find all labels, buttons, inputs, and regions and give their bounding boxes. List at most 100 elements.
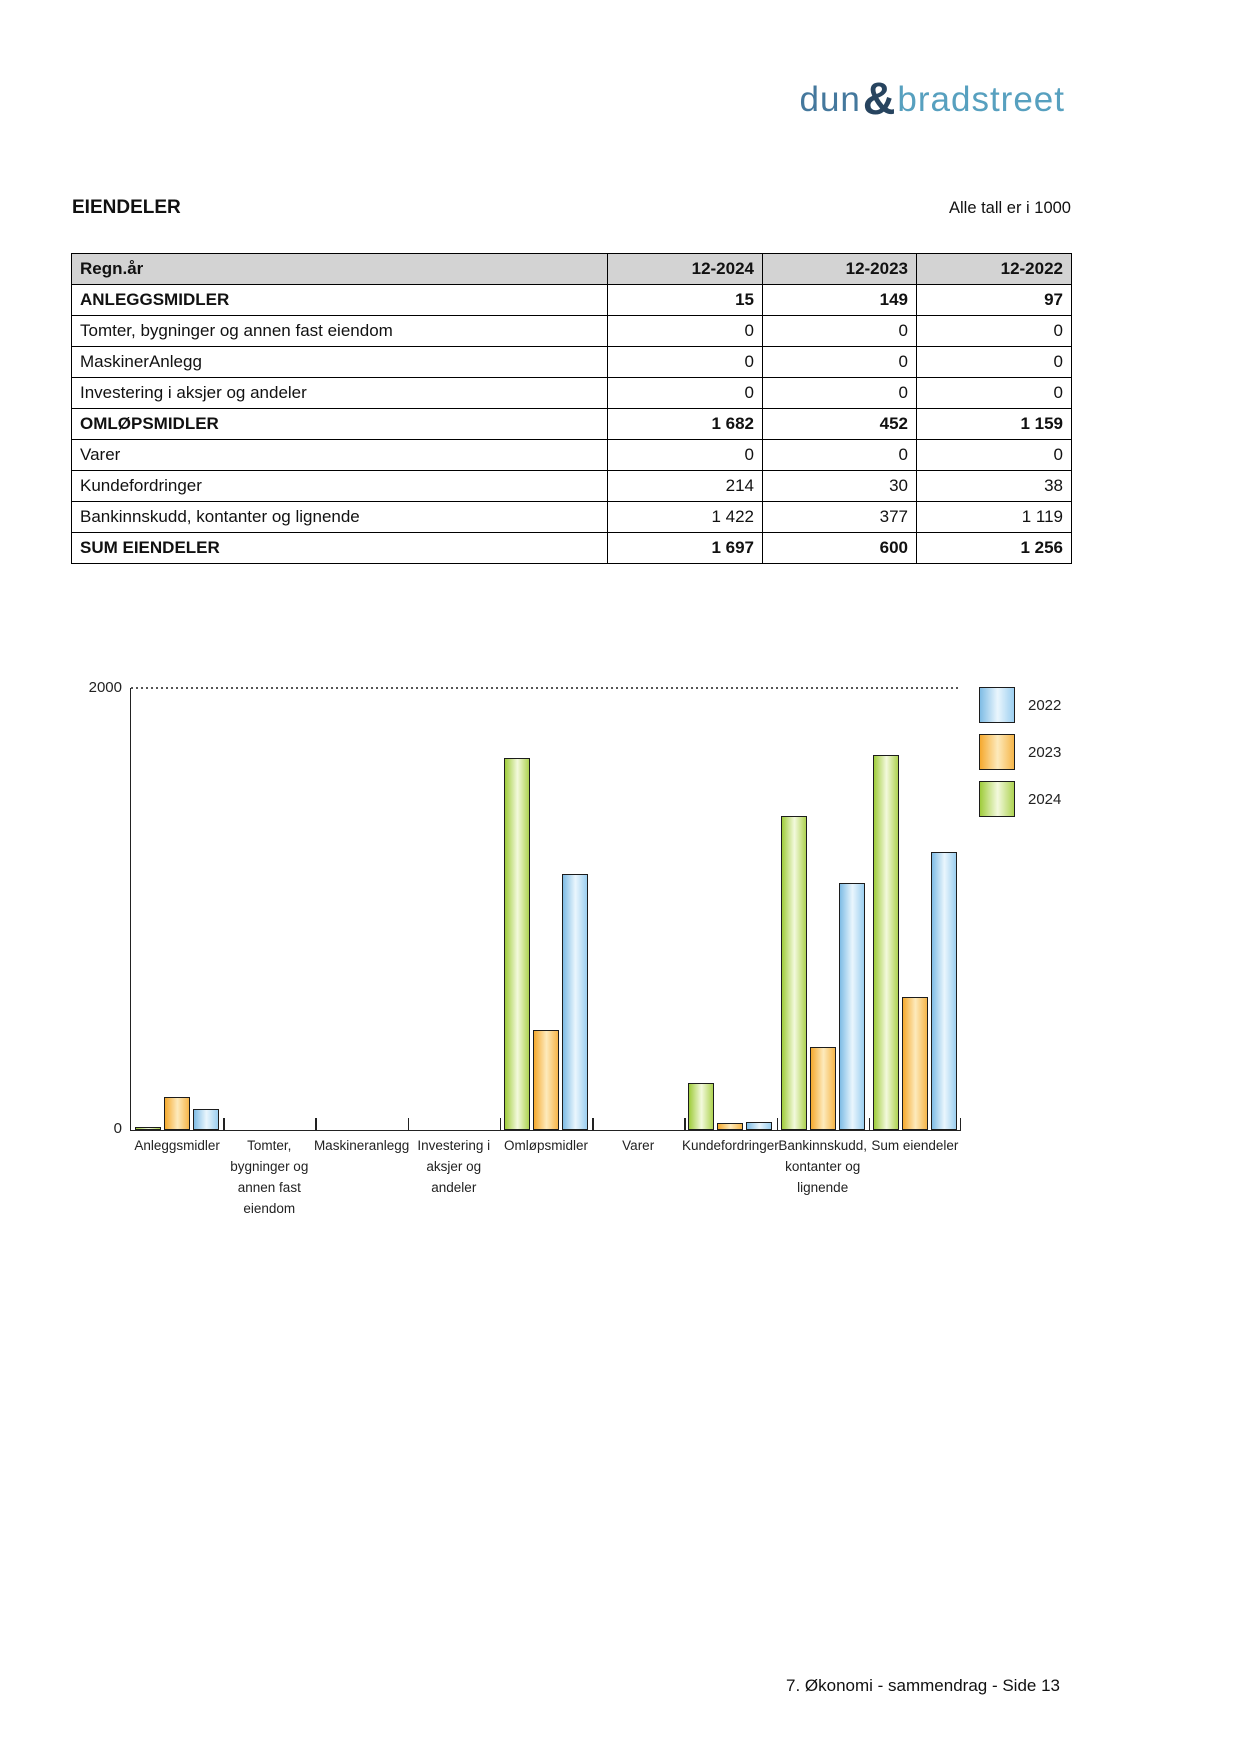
cell-value: 1 682: [607, 408, 763, 440]
logo-text-dun: dun: [799, 80, 861, 119]
row-label: ANLEGGSMIDLER: [71, 284, 608, 316]
x-axis-category-label: Maskineranlegg: [313, 1138, 410, 1153]
table-header-row: Regn.år 12-2024 12-2023 12-2022: [71, 253, 1072, 285]
x-axis-category-label: Tomter, bygninger og annen fast eiendom: [230, 1138, 309, 1216]
legend-label: 2024: [1028, 790, 1062, 808]
logo-text-bradstreet: bradstreet: [897, 80, 1065, 119]
column-header-label: Regn.år: [71, 253, 608, 285]
bar-2023: [809, 1046, 836, 1130]
cell-value: 0: [762, 377, 917, 409]
cell-value: 149: [762, 284, 917, 316]
row-label: Bankinnskudd, kontanter og lignende: [71, 501, 608, 533]
cell-value: 0: [916, 439, 1072, 471]
table-row: Bankinnskudd, kontanter og lignende 1 42…: [71, 501, 1072, 533]
y-axis-max-label: 2000: [88, 679, 122, 696]
column-header-2022: 12-2022: [916, 253, 1072, 285]
cell-value: 214: [607, 470, 763, 502]
x-axis-category-label: Investering i aksjer og andeler: [417, 1138, 491, 1195]
x-axis-category-label: Varer: [622, 1138, 655, 1153]
x-axis-category-label: Anleggsmidler: [134, 1138, 220, 1153]
legend-swatch-2022: [979, 687, 1015, 723]
x-axis-category-label: Kundefordringer: [681, 1138, 779, 1153]
x-axis-tick: [223, 1118, 225, 1130]
bar-2023: [533, 1030, 559, 1130]
table-row: OMLØPSMIDLER 1 682 452 1 159: [71, 408, 1072, 440]
legend-label: 2023: [1028, 743, 1062, 761]
x-axis-tick: [499, 1118, 502, 1130]
cell-value: 0: [607, 315, 763, 347]
x-axis-labels: Anleggsmidler Tomter, bygninger og annen fa…: [131, 1135, 961, 1255]
cell-value: 1 697: [607, 532, 763, 564]
legend-item-2022: 2022: [979, 687, 1061, 723]
bar-2022: [562, 873, 588, 1130]
cell-value: 1 256: [916, 532, 1072, 564]
table-row: Tomter, bygninger og annen fast eiendom …: [71, 315, 1072, 347]
cell-value: 30: [762, 470, 917, 502]
bar-2024: [872, 755, 899, 1130]
cell-value: 0: [607, 346, 763, 378]
cell-value: 15: [607, 284, 763, 316]
cell-value: 1 422: [607, 501, 763, 533]
row-label: SUM EIENDELER: [71, 532, 608, 564]
bar-2022: [193, 1108, 220, 1130]
y-axis-min-label: 0: [113, 1120, 122, 1137]
x-axis-category-label: Omløpsmidler: [503, 1138, 589, 1153]
cell-value: 0: [916, 377, 1072, 409]
table-row: MaskinerAnlegg 0 0 0: [71, 346, 1072, 378]
cell-value: 0: [607, 377, 763, 409]
bar-chart-plot: Anleggsmidler Tomter, bygninger og annen fa…: [130, 687, 961, 1216]
bar-2023: [901, 997, 928, 1130]
legend-swatch-2023: [979, 734, 1015, 770]
legend-label: 2022: [1028, 696, 1062, 714]
cell-value: 1 159: [916, 408, 1072, 440]
units-note: Alle tall er i 1000: [949, 199, 1071, 217]
bar-2023: [717, 1123, 744, 1130]
x-axis-tick: [868, 1118, 871, 1130]
column-header-2024: 12-2024: [607, 253, 763, 285]
table-row: ANLEGGSMIDLER 15 149 97: [71, 284, 1072, 316]
cell-value: 0: [762, 346, 917, 378]
cell-value: 38: [916, 470, 1072, 502]
x-axis-tick: [592, 1118, 594, 1130]
bar-2024: [688, 1082, 715, 1130]
x-axis-tick: [684, 1118, 686, 1130]
cell-value: 600: [762, 532, 917, 564]
table-row: Kundefordringer 214 30 38: [71, 470, 1072, 502]
bar-2024: [135, 1126, 162, 1130]
chart-legend: 2022 2023 2024: [979, 687, 1061, 828]
cell-value: 97: [916, 284, 1072, 316]
table-row: Investering i aksjer og andeler 0 0 0: [71, 377, 1072, 409]
bar-2022: [746, 1121, 773, 1130]
bar-2022: [930, 852, 957, 1130]
cell-value: 0: [916, 346, 1072, 378]
x-axis-tick: [959, 1118, 961, 1130]
legend-swatch-2024: [979, 781, 1015, 817]
cell-value: 0: [916, 315, 1072, 347]
bar-2024: [780, 815, 807, 1130]
row-label: Tomter, bygninger og annen fast eiendom: [71, 315, 608, 347]
legend-item-2024: 2024: [979, 781, 1061, 817]
page-footer: 7. Økonomi - sammendrag - Side 13: [785, 1676, 1060, 1695]
x-axis-tick: [315, 1118, 317, 1130]
cell-value: 452: [762, 408, 917, 440]
row-label: Kundefordringer: [71, 470, 608, 502]
column-header-2023: 12-2023: [762, 253, 917, 285]
x-axis-tick: [776, 1118, 779, 1130]
bar-2024: [504, 758, 530, 1130]
table-row: SUM EIENDELER 1 697 600 1 256: [71, 532, 1072, 564]
cell-value: 0: [762, 439, 917, 471]
assets-table: Regn.år 12-2024 12-2023 12-2022 ANLEGGSM…: [71, 253, 1072, 564]
cell-value: 0: [762, 315, 917, 347]
bar-2023: [164, 1097, 191, 1130]
row-label: OMLØPSMIDLER: [71, 408, 608, 440]
ampersand-icon: &: [862, 73, 896, 124]
page-title: EIENDELER: [72, 197, 181, 218]
x-axis-category-label: Bankinnskudd, kontanter og lignende: [778, 1138, 867, 1195]
dun-bradstreet-logo: dun & bradstreet: [799, 70, 1066, 124]
bar-2022: [838, 882, 865, 1130]
row-label: Varer: [71, 439, 608, 471]
x-axis-category-label: Sum eiendeler: [871, 1138, 959, 1153]
cell-value: 1 119: [916, 501, 1072, 533]
legend-item-2023: 2023: [979, 734, 1061, 770]
